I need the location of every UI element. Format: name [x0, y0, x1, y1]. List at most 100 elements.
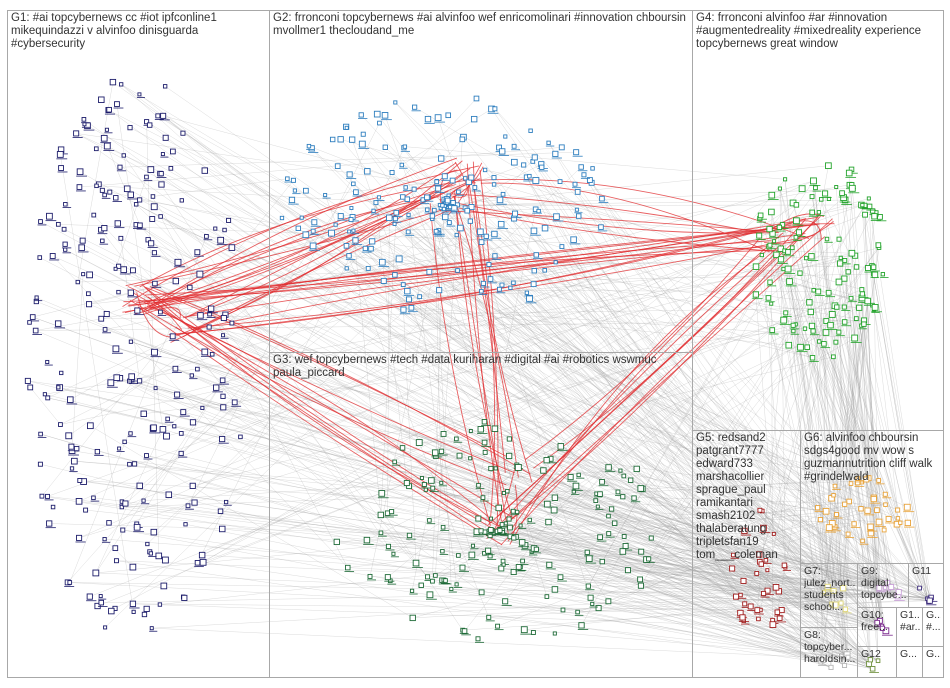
edge-line — [435, 139, 463, 576]
graph-node — [306, 143, 312, 149]
edge-line — [432, 580, 873, 669]
edge-line — [155, 387, 403, 449]
graph-node — [875, 658, 881, 664]
edge-line — [589, 179, 878, 623]
edge-line — [183, 411, 899, 597]
graph-node — [813, 185, 818, 191]
graph-node — [58, 165, 64, 171]
edge-line — [79, 480, 828, 588]
graph-node — [392, 272, 398, 278]
graph-node — [440, 431, 447, 437]
graph-node — [638, 548, 645, 555]
edge-line — [121, 274, 396, 502]
edge-line — [432, 487, 886, 631]
edge-curve — [448, 161, 468, 198]
edge-line — [30, 387, 61, 425]
graph-node — [489, 516, 493, 521]
edge-line — [536, 254, 773, 331]
graph-node — [501, 562, 506, 567]
graph-node — [201, 348, 209, 356]
graph-node — [888, 584, 895, 590]
graph-node — [809, 355, 816, 361]
graph-node — [328, 229, 335, 237]
graph-node — [884, 580, 891, 586]
edge-line — [39, 257, 821, 663]
edge-line — [441, 451, 737, 597]
edge-line — [146, 455, 879, 661]
group-label-g2: G2: frronconi topcybernews #ai alvinfoo … — [273, 12, 686, 37]
graph-node — [759, 252, 764, 258]
graph-node — [183, 522, 188, 527]
graph-node — [104, 127, 109, 132]
graph-node — [39, 493, 45, 499]
graph-node — [172, 365, 179, 372]
edge-line — [488, 591, 899, 618]
group-label-g1w: G... — [926, 648, 941, 660]
edge-curve — [510, 213, 821, 521]
graph-node — [784, 265, 792, 273]
edge-line — [740, 342, 837, 614]
graph-node — [508, 285, 513, 290]
graph-node — [155, 552, 163, 560]
graph-node — [791, 328, 796, 334]
edge-line — [489, 531, 873, 669]
graph-node — [49, 253, 56, 259]
graph-node — [45, 395, 51, 401]
graph-node — [400, 306, 407, 313]
graph-node — [220, 314, 227, 322]
edge-line — [172, 336, 863, 542]
graph-node — [544, 594, 550, 599]
graph-node — [150, 203, 158, 211]
edge-line — [490, 518, 832, 668]
graph-node — [150, 424, 157, 431]
graph-node — [406, 296, 412, 303]
graph-node — [378, 530, 384, 536]
edge-line — [534, 270, 846, 610]
graph-node — [93, 146, 99, 152]
group-g3: G3: wef topcybernews #tech #data kurihar… — [269, 352, 693, 678]
graph-node — [160, 582, 168, 590]
edge-line — [47, 397, 899, 593]
edge-curve — [493, 243, 782, 532]
edge-line — [811, 212, 888, 583]
graph-node — [606, 513, 611, 519]
edge-line — [107, 145, 141, 226]
graph-node — [605, 598, 612, 605]
graph-node — [117, 164, 123, 170]
edge-line — [648, 198, 869, 560]
edge-line — [755, 294, 881, 621]
graph-node — [391, 551, 396, 556]
graph-node — [786, 278, 793, 285]
edge-line — [202, 297, 769, 556]
graph-node — [760, 524, 767, 532]
graph-node — [871, 213, 878, 220]
edge-line — [859, 307, 881, 621]
group-label-g8: G8: topcyber... haroldsin... — [804, 629, 855, 665]
graph-node — [595, 605, 602, 612]
group-g9: G9: digital topcybe... — [857, 563, 909, 608]
graph-node — [567, 474, 574, 481]
graph-node — [597, 491, 603, 497]
edge-line — [412, 591, 899, 619]
graph-node — [152, 280, 158, 287]
graph-node — [226, 217, 232, 223]
graph-node — [86, 593, 93, 600]
graph-node — [346, 253, 352, 259]
edge-line — [844, 188, 853, 322]
graph-node — [825, 524, 833, 532]
edge-line — [202, 257, 807, 556]
edge-line — [435, 452, 920, 589]
graph-node — [189, 373, 194, 378]
edge-line — [109, 109, 849, 658]
edge-line — [79, 147, 562, 188]
edge-line — [518, 467, 778, 613]
edge-line — [823, 320, 865, 592]
graph-node — [481, 439, 488, 446]
edge-line — [847, 271, 898, 511]
graph-node — [808, 253, 815, 260]
graph-node — [570, 236, 577, 243]
graph-node — [637, 485, 645, 492]
edge-line — [573, 491, 760, 555]
graph-node — [553, 213, 560, 220]
graph-node — [94, 183, 99, 189]
